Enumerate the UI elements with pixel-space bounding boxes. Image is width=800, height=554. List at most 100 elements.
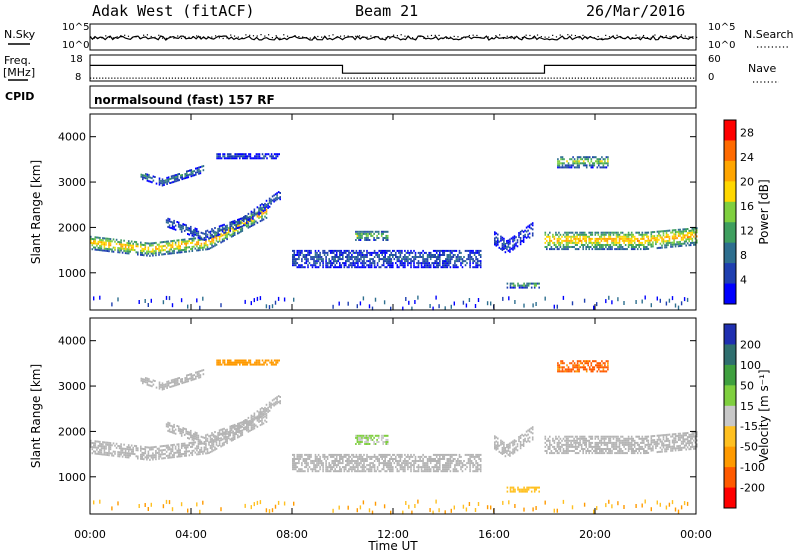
scatter-cell bbox=[229, 153, 232, 156]
scatter-cell bbox=[556, 246, 559, 248]
scatter-cell bbox=[191, 436, 194, 439]
scatter-cell bbox=[495, 440, 498, 443]
scatter-cell bbox=[574, 241, 577, 244]
scatter-cell bbox=[253, 210, 256, 213]
nave-point bbox=[332, 77, 334, 79]
scatter-cell bbox=[243, 363, 246, 366]
scatter-cell bbox=[118, 447, 121, 450]
scatter-cell bbox=[404, 258, 406, 261]
scatter-cell bbox=[258, 214, 260, 217]
scatter-cell bbox=[583, 298, 586, 303]
scatter-cell bbox=[588, 246, 590, 248]
scatter-cell bbox=[495, 446, 498, 449]
scatter-cell bbox=[112, 454, 115, 457]
scatter-cell bbox=[94, 442, 97, 445]
scatter-cell bbox=[478, 468, 480, 471]
scatter-cell bbox=[91, 448, 94, 451]
scatter-cell bbox=[334, 458, 336, 460]
scatter-cell bbox=[261, 419, 263, 422]
scatter-cell bbox=[564, 166, 567, 169]
scatter-cell bbox=[190, 434, 192, 436]
scatter-cell bbox=[229, 431, 231, 434]
scatter-cell bbox=[170, 181, 173, 184]
scatter-cell bbox=[97, 242, 100, 245]
scatter-cell bbox=[246, 157, 249, 160]
scatter-cell bbox=[177, 243, 180, 246]
scatter-cell bbox=[467, 254, 470, 256]
scatter-cell bbox=[614, 244, 616, 246]
scatter-cell bbox=[206, 235, 209, 238]
scatter-cell bbox=[410, 258, 412, 261]
scatter-cell bbox=[410, 462, 412, 465]
scatter-cell bbox=[192, 374, 194, 377]
scatter-cell bbox=[358, 462, 361, 465]
scatter-cell bbox=[217, 228, 219, 230]
scatter-cell bbox=[460, 455, 462, 458]
nave-point bbox=[611, 77, 613, 79]
nave-point bbox=[211, 77, 213, 79]
scatter-cell bbox=[644, 241, 647, 244]
scatter-cell bbox=[249, 359, 252, 362]
scatter-cell bbox=[508, 296, 510, 301]
scatter-cell bbox=[237, 424, 239, 427]
scatter-cell bbox=[358, 455, 361, 458]
scatter-cell bbox=[176, 451, 178, 454]
scatter-cell bbox=[276, 194, 278, 197]
scatter-cell bbox=[158, 385, 161, 388]
scatter-cell bbox=[399, 262, 402, 265]
scatter-cell bbox=[165, 242, 168, 245]
scatter-cell bbox=[253, 298, 255, 303]
scatter-cell bbox=[233, 219, 236, 222]
nsearch-point bbox=[438, 34, 440, 37]
scatter-cell bbox=[264, 411, 266, 413]
scatter-cell bbox=[274, 193, 277, 196]
scatter-cell bbox=[211, 236, 213, 238]
scatter-cell bbox=[569, 166, 571, 169]
scatter-cell bbox=[510, 451, 513, 454]
scatter-cell bbox=[370, 254, 373, 256]
scatter-cell bbox=[422, 470, 424, 473]
scatter-cell bbox=[376, 234, 378, 237]
scatter-cell bbox=[596, 160, 599, 163]
scatter-cell bbox=[191, 247, 194, 250]
scatter-cell bbox=[455, 260, 458, 263]
scatter-cell bbox=[177, 245, 180, 248]
scatter-cell bbox=[325, 455, 327, 458]
nsearch-point bbox=[593, 37, 595, 39]
scatter-cell bbox=[366, 455, 368, 458]
scatter-cell bbox=[295, 264, 297, 267]
scatter-cell bbox=[178, 383, 180, 386]
scatter-cell bbox=[325, 260, 327, 263]
freq-tick-top: 18 bbox=[70, 54, 83, 65]
scatter-cell bbox=[346, 258, 349, 261]
scatter-cell bbox=[369, 262, 371, 265]
scatter-cell bbox=[555, 244, 557, 246]
scatter-cell bbox=[652, 241, 654, 244]
scatter-cell bbox=[183, 452, 186, 455]
scatter-cell bbox=[359, 434, 362, 437]
scatter-cell bbox=[550, 239, 553, 242]
scatter-cell bbox=[221, 434, 224, 437]
scatter-cell bbox=[437, 264, 439, 267]
scatter-cell bbox=[561, 156, 564, 159]
scatter-cell bbox=[217, 230, 219, 232]
scatter-cell bbox=[416, 266, 418, 269]
scatter-cell bbox=[247, 423, 250, 425]
scatter-cell bbox=[399, 460, 402, 462]
scatter-cell bbox=[305, 260, 308, 263]
scatter-cell bbox=[111, 444, 113, 447]
scatter-cell bbox=[222, 153, 224, 156]
scatter-cell bbox=[265, 407, 268, 410]
scatter-cell bbox=[176, 177, 179, 180]
scatter-cell bbox=[360, 455, 362, 458]
scatter-cell bbox=[187, 242, 189, 245]
scatter-cell bbox=[407, 262, 409, 265]
nave-point bbox=[492, 77, 495, 79]
scatter-cell bbox=[402, 466, 405, 469]
scatter-cell bbox=[168, 452, 171, 455]
scatter-cell bbox=[585, 164, 588, 167]
scatter-cell bbox=[382, 258, 385, 261]
scatter-cell bbox=[339, 460, 341, 462]
nave-point bbox=[108, 77, 110, 79]
